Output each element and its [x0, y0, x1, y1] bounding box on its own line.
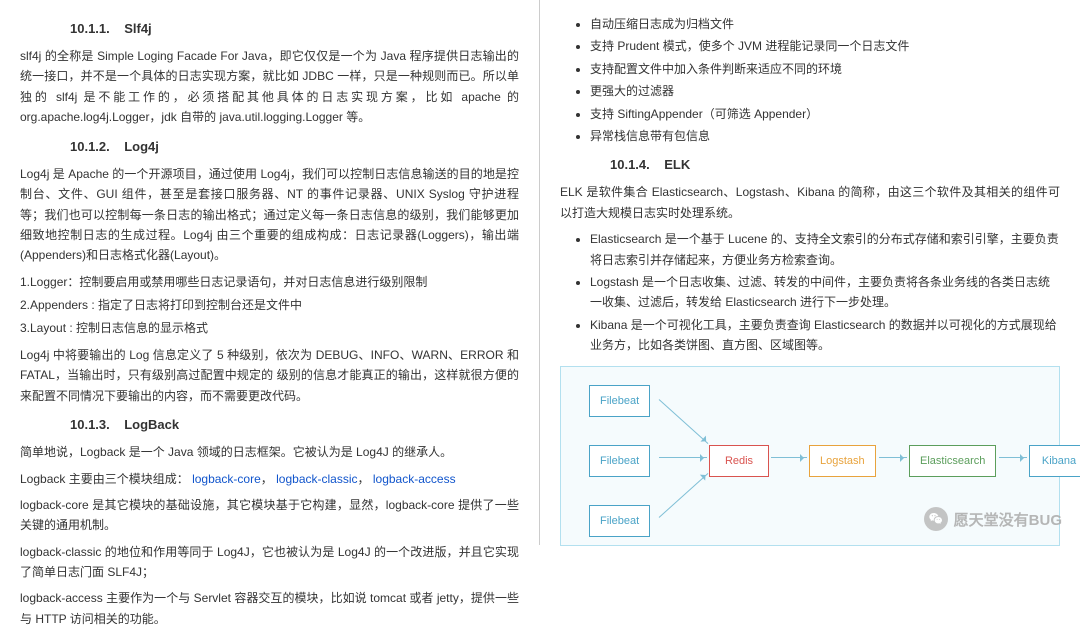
- elk-list: Elasticsearch 是一个基于 Lucene 的、支持全文索引的分布式存…: [560, 229, 1060, 355]
- heading-title: ELK: [664, 157, 690, 172]
- list-item: 3.Layout : 控制日志信息的显示格式: [20, 318, 519, 338]
- para: ELK 是软件集合 Elasticsearch、Logstash、Kibana …: [560, 182, 1060, 223]
- para: Log4j 中将要输出的 Log 信息定义了 5 种级别，依次为 DEBUG、I…: [20, 345, 519, 406]
- list-item: 支持 SiftingAppender（可筛选 Appender）: [590, 104, 1060, 124]
- heading-logback: 10.1.3. LogBack: [70, 414, 519, 436]
- list-item: 支持配置文件中加入条件判断来适应不同的环境: [590, 59, 1060, 79]
- heading-title: Slf4j: [124, 21, 151, 36]
- list-item: 2.Appenders : 指定了日志将打印到控制台还是文件中: [20, 295, 519, 315]
- node-filebeat: Filebeat: [589, 445, 650, 478]
- arrow: [659, 473, 709, 518]
- heading-num: 10.1.3.: [70, 417, 110, 432]
- para: logback-access 主要作为一个与 Servlet 容器交互的模块，比…: [20, 588, 519, 629]
- list-item: Kibana 是一个可视化工具，主要负责查询 Elasticsearch 的数据…: [590, 315, 1060, 356]
- heading-title: Log4j: [124, 139, 159, 154]
- watermark-text: 愿天堂没有BUG: [954, 509, 1062, 530]
- node-elasticsearch: Elasticsearch: [909, 445, 996, 478]
- link-logback-classic[interactable]: logback-classic: [276, 472, 357, 486]
- feature-list: 自动压缩日志成为归档文件 支持 Prudent 模式，使多个 JVM 进程能记录…: [560, 14, 1060, 146]
- heading-title: LogBack: [124, 417, 179, 432]
- node-kibana: Kibana: [1029, 445, 1080, 478]
- page-left: 10.1.1. Slf4j slf4j 的全称是 Simple Loging F…: [0, 0, 540, 545]
- para: Logback 主要由三个模块组成： logback-core， logback…: [20, 469, 519, 489]
- list-item: 1.Logger：控制要启用或禁用哪些日志记录语句，并对日志信息进行级别限制: [20, 272, 519, 292]
- heading-slf4j: 10.1.1. Slf4j: [70, 18, 519, 40]
- node-redis: Redis: [709, 445, 769, 478]
- heading-elk: 10.1.4. ELK: [610, 154, 1060, 176]
- page-right: 自动压缩日志成为归档文件 支持 Prudent 模式，使多个 JVM 进程能记录…: [540, 0, 1080, 545]
- link-logback-access[interactable]: logback-access: [373, 472, 456, 486]
- wechat-icon: [924, 507, 948, 531]
- arrow: [999, 457, 1027, 458]
- para: logback-core 是其它模块的基础设施，其它模块基于它构建，显然，log…: [20, 495, 519, 536]
- arrow: [659, 399, 709, 444]
- para: logback-classic 的地位和作用等同于 Log4J，它也被认为是 L…: [20, 542, 519, 583]
- para: 简单地说，Logback 是一个 Java 领域的日志框架。它被认为是 Log4…: [20, 442, 519, 462]
- node-logstash: Logstash: [809, 445, 876, 478]
- text: Logback 主要由三个模块组成：: [20, 472, 189, 486]
- arrow: [659, 457, 707, 458]
- list-item: Logstash 是一个日志收集、过滤、转发的中间件，主要负责将各条业务线的各类…: [590, 272, 1060, 313]
- heading-num: 10.1.1.: [70, 21, 110, 36]
- node-filebeat: Filebeat: [589, 505, 650, 538]
- heading-num: 10.1.2.: [70, 139, 110, 154]
- list-item: 异常栈信息带有包信息: [590, 126, 1060, 146]
- para: Log4j 是 Apache 的一个开源项目，通过使用 Log4j，我们可以控制…: [20, 164, 519, 266]
- node-filebeat: Filebeat: [589, 385, 650, 418]
- list-item: 支持 Prudent 模式，使多个 JVM 进程能记录同一个日志文件: [590, 36, 1060, 56]
- watermark: 愿天堂没有BUG: [924, 507, 1062, 531]
- heading-num: 10.1.4.: [610, 157, 650, 172]
- heading-log4j: 10.1.2. Log4j: [70, 136, 519, 158]
- list-item: 更强大的过滤器: [590, 81, 1060, 101]
- link-logback-core[interactable]: logback-core: [192, 472, 261, 486]
- para: slf4j 的全称是 Simple Loging Facade For Java…: [20, 46, 519, 128]
- list-item: Elasticsearch 是一个基于 Lucene 的、支持全文索引的分布式存…: [590, 229, 1060, 270]
- arrow: [771, 457, 807, 458]
- list-item: 自动压缩日志成为归档文件: [590, 14, 1060, 34]
- arrow: [879, 457, 907, 458]
